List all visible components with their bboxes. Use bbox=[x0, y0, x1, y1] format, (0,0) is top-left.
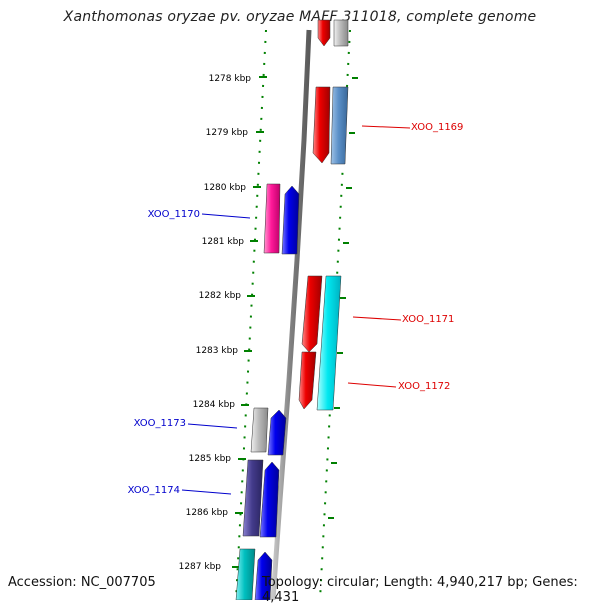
gene-label: XOO_1170 bbox=[148, 209, 200, 220]
tick-label: 1287 kbp bbox=[179, 562, 222, 572]
tick-label: 1280 kbp bbox=[204, 183, 247, 193]
gene-label: XOO_1169 bbox=[411, 122, 463, 133]
gene-label: XOO_1172 bbox=[398, 381, 450, 392]
gene-arrow bbox=[298, 351, 317, 410]
gene-arrow bbox=[250, 407, 269, 453]
leader-line bbox=[181, 489, 232, 495]
tick-label: 1286 kbp bbox=[186, 508, 229, 518]
accession-text: Accession: NC_007705 bbox=[8, 575, 156, 590]
tick-label: 1283 kbp bbox=[196, 346, 239, 356]
gene-arrow bbox=[301, 275, 323, 353]
leader-line bbox=[187, 423, 238, 429]
gene-arrow bbox=[263, 183, 281, 254]
plus-strand-genes bbox=[298, 19, 349, 411]
gene-arrow bbox=[330, 86, 349, 165]
gene-label: XOO_1173 bbox=[134, 418, 186, 429]
genome-title: Xanthomonas oryzae pv. oryzae MAFF 31101… bbox=[63, 9, 537, 25]
gene-arrow bbox=[281, 185, 300, 255]
gene-arrow bbox=[259, 461, 280, 538]
gene-arrow bbox=[235, 548, 256, 600]
leader-line bbox=[347, 382, 397, 388]
tick-label: 1278 kbp bbox=[209, 74, 252, 84]
topology-text: Topology: circular; Length: 4,940,217 bp… bbox=[262, 575, 578, 605]
minus-strand-genes bbox=[235, 183, 300, 600]
leader-lines bbox=[181, 125, 411, 495]
leader-line bbox=[201, 213, 251, 219]
gene-arrow bbox=[316, 275, 342, 411]
tick-label: 1281 kbp bbox=[202, 237, 245, 247]
gene-arrow bbox=[312, 86, 331, 164]
tick-label: 1282 kbp bbox=[199, 291, 242, 301]
gene-label: XOO_1171 bbox=[402, 314, 454, 325]
gene-arrow bbox=[267, 409, 287, 456]
tick-label: 1279 kbp bbox=[206, 128, 249, 138]
tick-marks bbox=[232, 76, 358, 568]
gene-arrow bbox=[333, 19, 349, 47]
genome-backbone bbox=[270, 29, 312, 600]
leader-line bbox=[352, 316, 402, 321]
gene-arrow bbox=[254, 551, 273, 600]
gene-arrow bbox=[242, 459, 264, 537]
gene-arrow bbox=[317, 19, 331, 47]
tick-label: 1284 kbp bbox=[193, 400, 236, 410]
leader-line bbox=[361, 125, 411, 129]
tick-label: 1285 kbp bbox=[189, 454, 232, 464]
gene-label: XOO_1174 bbox=[128, 485, 180, 496]
